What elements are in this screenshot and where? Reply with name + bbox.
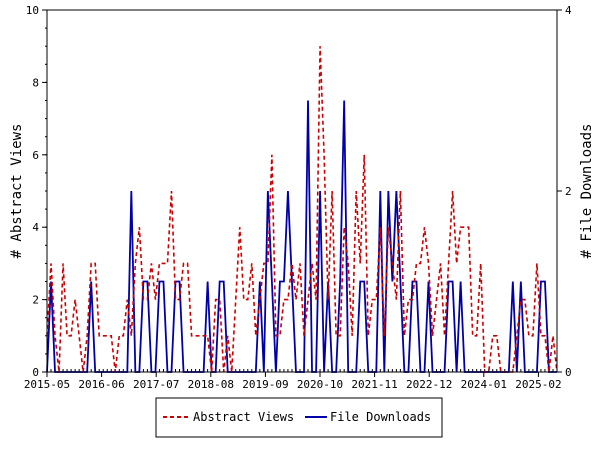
series-line-abstract-views	[46, 46, 558, 373]
x-tick-label: 2024-01	[461, 378, 507, 391]
y-right-axis-ticks: 0 2 4	[557, 4, 572, 379]
y-left-tick-label: 0	[32, 366, 39, 379]
x-axis-ticks: 2015-05 2016-06 2017-07 2018-08 2019-09 2020-…	[24, 369, 562, 391]
y-left-tick-label: 4	[32, 221, 39, 234]
series-line-file-downloads	[46, 100, 557, 373]
y-left-tick-label: 6	[32, 149, 39, 162]
legend-label-file-downloads: File Downloads	[330, 410, 431, 424]
y-left-axis-title: # Abstract Views	[9, 124, 25, 259]
y-right-tick-label: 2	[565, 185, 572, 198]
x-tick-label: 2018-08	[188, 378, 234, 391]
x-tick-label: 2016-06	[78, 378, 124, 391]
y-right-axis-title: # File Downloads	[579, 124, 595, 259]
x-tick-label: 2022-12	[406, 378, 452, 391]
x-tick-label: 2020-10	[297, 378, 343, 391]
x-tick-label: 2019-09	[242, 378, 288, 391]
y-left-tick-label: 8	[32, 76, 39, 89]
y-right-tick-label: 4	[565, 4, 572, 17]
plot-frame	[46, 9, 558, 373]
y-left-tick-label: 10	[26, 4, 39, 17]
x-tick-label: 2025-02	[515, 378, 561, 391]
x-tick-label: 2017-07	[133, 378, 179, 391]
y-left-tick-label: 2	[32, 294, 39, 307]
x-tick-label: 2015-05	[24, 378, 70, 391]
legend-box	[155, 397, 443, 438]
legend-label-abstract-views: Abstract Views	[193, 410, 294, 424]
y-left-axis-ticks: 0 2 4 6 8 10	[26, 4, 47, 379]
x-tick-label: 2021-11	[351, 378, 397, 391]
legend: Abstract Views File Downloads	[155, 397, 443, 438]
series-layer	[46, 46, 558, 373]
y-right-tick-label: 0	[565, 366, 572, 379]
